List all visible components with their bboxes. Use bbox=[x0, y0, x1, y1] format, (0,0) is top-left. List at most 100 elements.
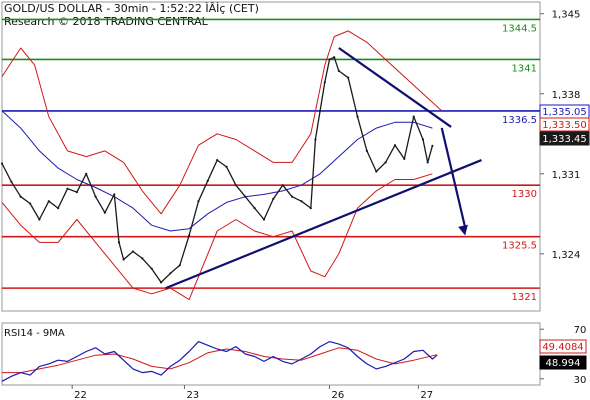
price-point-22 bbox=[197, 200, 200, 203]
rsi-layer: 70 30 49.4084 48.994 bbox=[1, 325, 587, 386]
price-tick-label-1345: 1,345 bbox=[552, 10, 581, 21]
projection-arrow-head bbox=[458, 224, 468, 236]
level-label-1336.5: 1336.5 bbox=[502, 115, 537, 126]
price-point-40 bbox=[337, 69, 340, 72]
rsi-line bbox=[1, 341, 438, 382]
trendline-layer bbox=[165, 47, 482, 290]
price-point-14 bbox=[122, 258, 125, 261]
price-point-28 bbox=[253, 207, 256, 210]
price-point-29 bbox=[262, 218, 266, 221]
price-point-3 bbox=[29, 202, 32, 205]
price-point-30 bbox=[272, 197, 275, 200]
price-point-31 bbox=[281, 184, 284, 187]
price-point-34 bbox=[309, 207, 312, 210]
price-point-9 bbox=[85, 172, 88, 175]
price-layer bbox=[0, 56, 434, 284]
levels-layer: 1344.5 1341 1336.5 1330 1325.5 1321 bbox=[2, 18, 540, 303]
price-point-19 bbox=[169, 272, 172, 275]
price-tick-label-1331: 1,331 bbox=[552, 170, 581, 181]
rsi-value-box-rsi bbox=[539, 355, 587, 370]
price-point-32 bbox=[291, 195, 294, 198]
price-axis: 1,345 1,338 1,331 1,324 bbox=[540, 10, 580, 261]
price-tick-label-1338: 1,338 bbox=[552, 90, 581, 101]
price-point-21 bbox=[188, 234, 191, 237]
price-tick-label-1324: 1,324 bbox=[552, 250, 581, 261]
rsi-tick-label-30: 30 bbox=[574, 375, 587, 386]
price-point-49 bbox=[421, 138, 425, 141]
price-point-36 bbox=[319, 109, 322, 112]
price-point-13 bbox=[117, 241, 121, 244]
time-axis: 22 23 26 27 bbox=[71, 385, 433, 400]
price-point-7 bbox=[66, 187, 69, 190]
price-point-33 bbox=[300, 200, 303, 203]
price-point-48 bbox=[412, 115, 415, 118]
price-point-1 bbox=[10, 180, 13, 183]
price-point-50 bbox=[426, 161, 429, 164]
last-price-label-pivot: 1,335.05 bbox=[542, 107, 587, 118]
projection-arrow-shaft bbox=[440, 127, 467, 228]
price-point-10 bbox=[94, 195, 97, 198]
price-point-42 bbox=[356, 115, 359, 118]
chart-title: GOLD/US DOLLAR - 30min - 1:52:22 ÌÂÌç (C… bbox=[4, 2, 259, 15]
price-point-18 bbox=[160, 281, 163, 284]
time-tick-label-22: 22 bbox=[74, 390, 87, 400]
rsi-ma-line bbox=[2, 347, 438, 374]
price-point-15 bbox=[131, 250, 135, 253]
price-point-2 bbox=[19, 195, 22, 198]
price-point-20 bbox=[178, 264, 181, 267]
last-price-box-support bbox=[539, 117, 590, 132]
moving-average-line bbox=[1, 110, 433, 232]
price-point-38 bbox=[328, 58, 331, 61]
price-point-6 bbox=[57, 207, 60, 210]
level-label-1344.5: 1344.5 bbox=[502, 23, 537, 34]
price-point-45 bbox=[384, 161, 387, 164]
price-point-51 bbox=[431, 144, 434, 147]
price-point-39 bbox=[333, 56, 336, 59]
trendline-0 bbox=[165, 159, 482, 290]
price-point-27 bbox=[244, 195, 247, 198]
price-point-37 bbox=[323, 81, 326, 84]
time-tick-label-26: 26 bbox=[331, 390, 344, 400]
bands-layer bbox=[1, 30, 443, 301]
level-label-1321: 1321 bbox=[512, 292, 537, 303]
time-tick-label-23: 23 bbox=[186, 390, 199, 400]
price-point-26 bbox=[234, 184, 237, 187]
last-price-labels: 1,335.05 1,333.50 1,333.45 bbox=[539, 104, 590, 146]
price-point-16 bbox=[141, 257, 144, 260]
price-panel-frame bbox=[1, 1, 541, 312]
price-point-24 bbox=[216, 159, 219, 162]
price-point-44 bbox=[375, 170, 378, 173]
price-point-0 bbox=[0, 162, 4, 165]
price-point-46 bbox=[393, 144, 397, 147]
time-tick-label-27: 27 bbox=[420, 390, 433, 400]
price-point-35 bbox=[314, 138, 317, 141]
rsi-value-label-ma: 49.4084 bbox=[542, 342, 583, 353]
price-point-8 bbox=[75, 191, 78, 194]
price-point-5 bbox=[47, 200, 50, 203]
price-series-line bbox=[1, 56, 434, 284]
level-label-1341: 1341 bbox=[512, 63, 537, 74]
bollinger-upper-line bbox=[1, 30, 443, 215]
price-point-43 bbox=[365, 149, 368, 152]
bollinger-lower-line bbox=[1, 173, 433, 301]
last-price-label-price: 1,333.45 bbox=[542, 134, 587, 145]
price-point-11 bbox=[103, 211, 106, 214]
price-point-4 bbox=[38, 218, 41, 221]
level-label-1325.5: 1325.5 bbox=[502, 241, 537, 252]
price-point-12 bbox=[113, 193, 116, 196]
trendline-1 bbox=[338, 47, 452, 128]
price-point-17 bbox=[150, 267, 153, 270]
chart-subtitle: Research © 2018 TRADING CENTRAL bbox=[4, 15, 209, 28]
rsi-tick-label-70: 70 bbox=[574, 325, 587, 336]
price-point-23 bbox=[206, 179, 209, 182]
price-point-41 bbox=[347, 76, 350, 79]
price-point-47 bbox=[403, 157, 406, 160]
last-price-label-support: 1,333.50 bbox=[542, 120, 587, 131]
rsi-value-label-rsi: 48.994 bbox=[546, 358, 581, 369]
price-point-25 bbox=[225, 165, 228, 168]
rsi-panel-frame bbox=[1, 322, 541, 386]
rsi-value-box-ma bbox=[539, 339, 587, 354]
rsi-panel-title: RSI14 - 9MA bbox=[4, 328, 65, 339]
